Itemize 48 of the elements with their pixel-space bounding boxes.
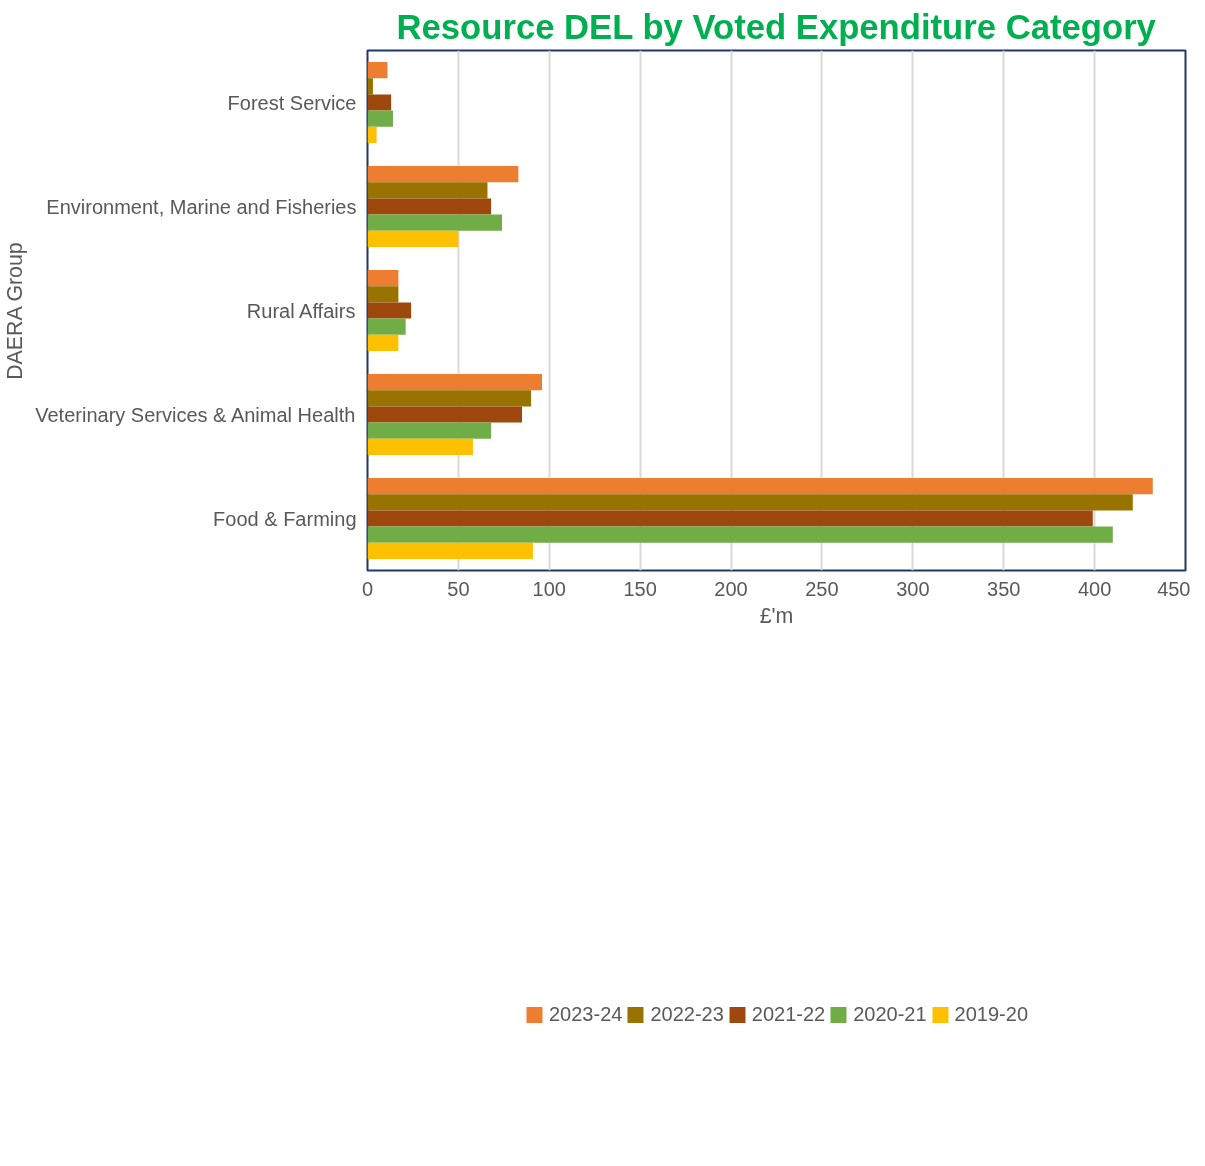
y-axis-title: DAERA Group bbox=[3, 242, 28, 380]
bar bbox=[367, 182, 488, 199]
y-tick-label: Veterinary Services & Animal Health bbox=[35, 403, 356, 426]
legend-label: 2021-22 bbox=[751, 1002, 826, 1026]
x-tick-label: 50 bbox=[447, 577, 470, 600]
bar bbox=[367, 373, 543, 391]
bar bbox=[367, 78, 373, 95]
x-tick-label: 150 bbox=[623, 577, 657, 600]
bar bbox=[367, 165, 519, 183]
bar bbox=[367, 406, 523, 423]
chart-title: Resource DEL by Voted Expenditure Category bbox=[396, 7, 1157, 46]
bar bbox=[367, 510, 1093, 527]
y-tick-label: Environment, Marine and Fisheries bbox=[46, 195, 357, 218]
bar bbox=[367, 214, 503, 231]
x-tick-label: 0 bbox=[361, 577, 374, 600]
bar bbox=[367, 542, 533, 560]
bar bbox=[367, 269, 399, 287]
bar bbox=[367, 110, 393, 127]
bar bbox=[367, 286, 399, 303]
bar bbox=[367, 526, 1113, 543]
bar bbox=[367, 477, 1153, 495]
bar bbox=[367, 126, 377, 144]
bar bbox=[367, 390, 532, 407]
y-tick-label: Rural Affairs bbox=[246, 299, 356, 322]
bar bbox=[367, 61, 388, 79]
bar bbox=[367, 422, 492, 439]
legend-label: 2023-24 bbox=[548, 1002, 623, 1026]
y-tick-label: Forest Service bbox=[227, 91, 357, 114]
bar bbox=[367, 302, 412, 319]
x-tick-label: 100 bbox=[532, 577, 566, 600]
bar bbox=[367, 438, 473, 456]
x-tick-label: 200 bbox=[714, 577, 748, 600]
x-axis-title: £'m bbox=[759, 603, 794, 628]
bar bbox=[367, 230, 459, 248]
x-tick-label: 450 bbox=[1157, 577, 1191, 600]
y-tick-label: Food & Farming bbox=[213, 507, 357, 530]
bar bbox=[367, 94, 392, 111]
bar bbox=[367, 198, 492, 215]
bar bbox=[367, 494, 1133, 511]
legend-label: 2022-23 bbox=[650, 1002, 724, 1026]
legend-label: 2019-20 bbox=[954, 1002, 1029, 1026]
x-tick-label: 350 bbox=[987, 577, 1021, 600]
x-tick-label: 300 bbox=[896, 577, 930, 600]
bar bbox=[367, 318, 406, 335]
bar bbox=[367, 334, 399, 352]
x-tick-label: 250 bbox=[805, 577, 839, 600]
x-tick-label: 400 bbox=[1077, 577, 1112, 600]
legend-label: 2020-21 bbox=[853, 1002, 927, 1026]
